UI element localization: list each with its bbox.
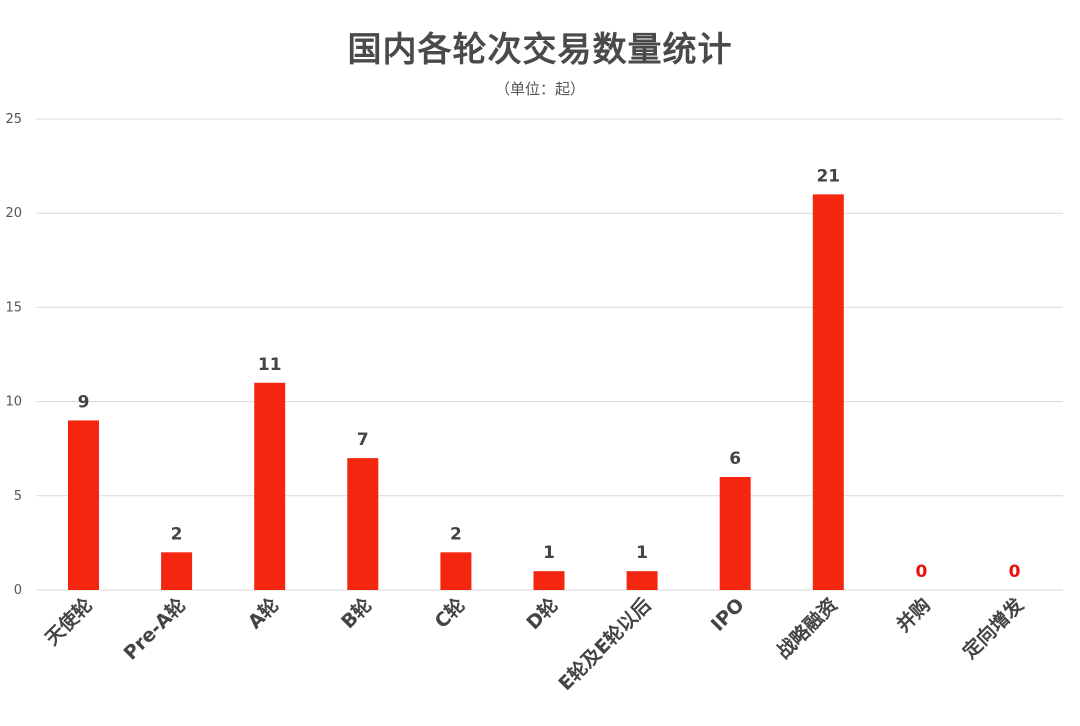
x-tick-label: A轮 — [243, 593, 283, 633]
x-tick-label: B轮 — [336, 593, 376, 633]
x-tick-label: E轮及E轮以后 — [554, 593, 656, 695]
data-label: 0 — [915, 562, 927, 582]
data-label: 6 — [729, 449, 741, 469]
x-tick-label: D轮 — [522, 593, 563, 634]
data-label: 7 — [357, 430, 369, 450]
x-tick-label: 并购 — [892, 593, 935, 636]
bar — [533, 571, 565, 590]
y-tick-label: 20 — [5, 206, 22, 221]
data-label: 21 — [816, 166, 840, 186]
data-label: 11 — [258, 355, 282, 375]
bar — [812, 194, 844, 591]
bar — [440, 552, 472, 590]
x-tick-label: 定向增发 — [958, 593, 1029, 664]
bar — [347, 458, 379, 590]
data-label: 1 — [636, 543, 648, 563]
chart-subtitle: （单位：起） — [494, 80, 585, 98]
y-tick-label: 0 — [14, 583, 22, 598]
chart-title: 国内各轮次交易数量统计 — [347, 30, 733, 70]
y-tick-label: 5 — [14, 489, 22, 504]
bar — [626, 571, 658, 590]
x-tick-label: C轮 — [430, 593, 470, 633]
x-tick-label: Pre-A轮 — [119, 593, 190, 664]
y-tick-label: 10 — [5, 395, 22, 410]
bar — [719, 476, 751, 590]
bar — [68, 420, 99, 590]
bar — [161, 552, 193, 590]
x-tick-label: 天使轮 — [40, 593, 97, 650]
data-label: 9 — [78, 392, 90, 412]
y-tick-label: 25 — [5, 112, 22, 127]
x-tick-label: 战略融资 — [772, 593, 842, 663]
data-label: 2 — [450, 524, 462, 544]
x-tick-label: IPO — [707, 594, 749, 636]
data-label: 2 — [171, 524, 183, 544]
data-label: 0 — [1009, 562, 1021, 582]
data-label: 1 — [543, 543, 555, 563]
y-tick-label: 15 — [5, 300, 22, 315]
bar — [254, 382, 286, 590]
